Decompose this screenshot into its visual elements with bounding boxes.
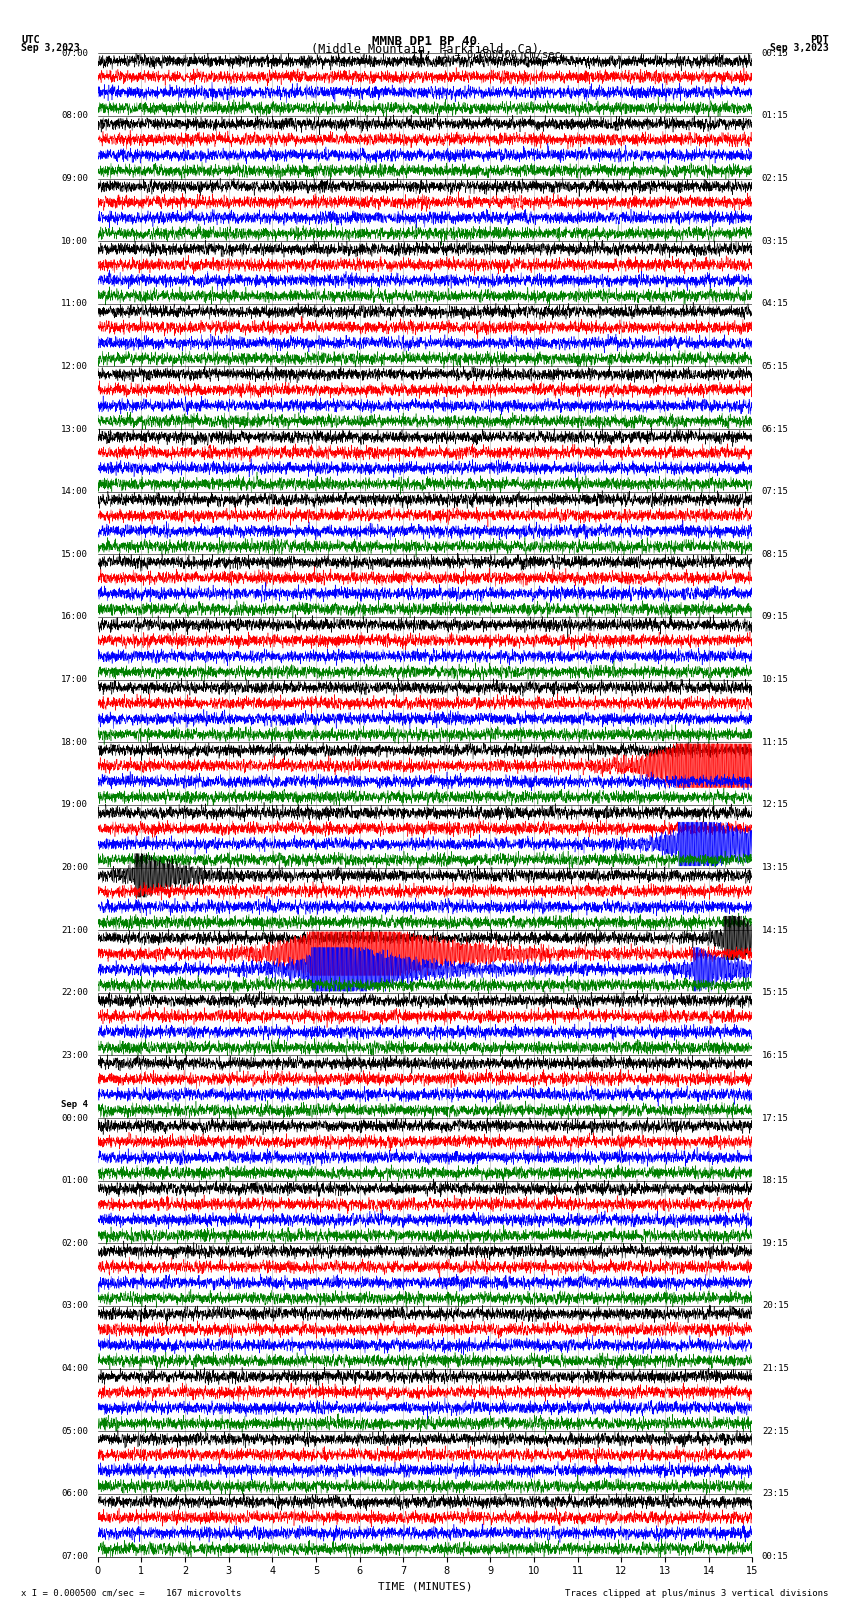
Text: 06:00: 06:00 xyxy=(61,1489,88,1498)
Text: 21:00: 21:00 xyxy=(61,926,88,934)
Text: Sep 4: Sep 4 xyxy=(61,1100,88,1108)
Text: 23:15: 23:15 xyxy=(762,1489,789,1498)
Text: 07:00: 07:00 xyxy=(61,1552,88,1561)
Text: x I = 0.000500 cm/sec =    167 microvolts: x I = 0.000500 cm/sec = 167 microvolts xyxy=(21,1589,241,1597)
Text: 02:15: 02:15 xyxy=(762,174,789,182)
Text: 12:00: 12:00 xyxy=(61,361,88,371)
Text: 23:00: 23:00 xyxy=(61,1052,88,1060)
Text: 03:00: 03:00 xyxy=(61,1302,88,1310)
Text: 10:00: 10:00 xyxy=(61,237,88,245)
Text: 13:15: 13:15 xyxy=(762,863,789,873)
Text: 09:00: 09:00 xyxy=(61,174,88,182)
Text: I = 0.000500 cm/sec: I = 0.000500 cm/sec xyxy=(442,50,561,60)
Text: 21:15: 21:15 xyxy=(762,1365,789,1373)
Text: Traces clipped at plus/minus 3 vertical divisions: Traces clipped at plus/minus 3 vertical … xyxy=(565,1589,829,1597)
Text: 16:00: 16:00 xyxy=(61,613,88,621)
Text: 00:15: 00:15 xyxy=(762,48,789,58)
Text: 08:15: 08:15 xyxy=(762,550,789,558)
Text: Sep 3,2023: Sep 3,2023 xyxy=(21,44,80,53)
Text: 10:15: 10:15 xyxy=(762,676,789,684)
Text: 08:00: 08:00 xyxy=(61,111,88,121)
Text: I: I xyxy=(416,50,425,63)
Text: 14:15: 14:15 xyxy=(762,926,789,934)
Text: 07:15: 07:15 xyxy=(762,487,789,497)
Text: UTC: UTC xyxy=(21,35,40,45)
Text: 05:00: 05:00 xyxy=(61,1428,88,1436)
Text: 01:00: 01:00 xyxy=(61,1176,88,1186)
Text: 00:00: 00:00 xyxy=(61,1113,88,1123)
Text: PDT: PDT xyxy=(810,35,829,45)
Text: 17:15: 17:15 xyxy=(762,1113,789,1123)
Text: 02:00: 02:00 xyxy=(61,1239,88,1248)
Text: 22:00: 22:00 xyxy=(61,989,88,997)
Text: 14:00: 14:00 xyxy=(61,487,88,497)
Text: 09:15: 09:15 xyxy=(762,613,789,621)
Text: 15:00: 15:00 xyxy=(61,550,88,558)
Text: 07:00: 07:00 xyxy=(61,48,88,58)
Text: 06:15: 06:15 xyxy=(762,424,789,434)
Text: 05:15: 05:15 xyxy=(762,361,789,371)
Text: 11:00: 11:00 xyxy=(61,300,88,308)
Text: Sep 3,2023: Sep 3,2023 xyxy=(770,44,829,53)
Text: 19:15: 19:15 xyxy=(762,1239,789,1248)
X-axis label: TIME (MINUTES): TIME (MINUTES) xyxy=(377,1582,473,1592)
Text: 19:00: 19:00 xyxy=(61,800,88,810)
Text: 04:15: 04:15 xyxy=(762,300,789,308)
Text: 22:15: 22:15 xyxy=(762,1428,789,1436)
Text: 16:15: 16:15 xyxy=(762,1052,789,1060)
Text: 13:00: 13:00 xyxy=(61,424,88,434)
Text: 00:15: 00:15 xyxy=(762,1552,789,1561)
Text: MMNB DP1 BP 40: MMNB DP1 BP 40 xyxy=(372,35,478,48)
Text: 01:15: 01:15 xyxy=(762,111,789,121)
Text: 18:15: 18:15 xyxy=(762,1176,789,1186)
Text: 12:15: 12:15 xyxy=(762,800,789,810)
Text: 17:00: 17:00 xyxy=(61,676,88,684)
Text: 20:15: 20:15 xyxy=(762,1302,789,1310)
Text: (Middle Mountain, Parkfield, Ca): (Middle Mountain, Parkfield, Ca) xyxy=(311,44,539,56)
Text: 11:15: 11:15 xyxy=(762,737,789,747)
Text: 18:00: 18:00 xyxy=(61,737,88,747)
Text: 04:00: 04:00 xyxy=(61,1365,88,1373)
Text: 15:15: 15:15 xyxy=(762,989,789,997)
Text: 20:00: 20:00 xyxy=(61,863,88,873)
Text: 03:15: 03:15 xyxy=(762,237,789,245)
